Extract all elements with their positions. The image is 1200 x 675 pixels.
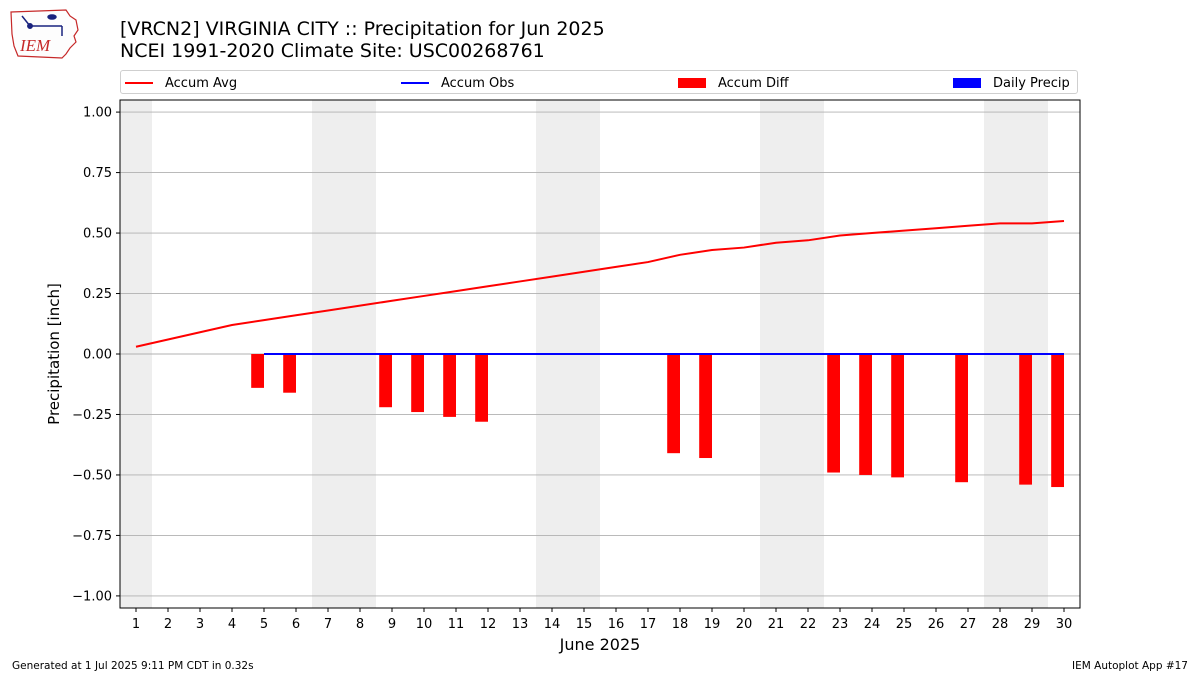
x-tick-label: 27 [960, 617, 977, 632]
legend-label-accum-avg: Accum Avg [165, 75, 238, 91]
x-tick-label: 6 [292, 617, 300, 632]
autoplot-app-id: IEM Autoplot App #17 [1072, 660, 1188, 672]
x-tick-label: 13 [512, 617, 529, 632]
x-tick-label: 25 [896, 617, 913, 632]
x-tick-label: 14 [544, 617, 561, 632]
accum-diff-bar [827, 354, 840, 473]
y-tick-label: −0.50 [72, 468, 112, 483]
legend: Accum Avg Accum Obs Accum Diff Daily Pre… [120, 70, 1078, 94]
x-tick-label: 24 [864, 617, 881, 632]
accum-diff-bar [443, 354, 456, 417]
accum-diff-bar [411, 354, 424, 413]
y-tick-label: 0.00 [83, 348, 112, 363]
logo-text: IEM [19, 36, 51, 55]
plot-frame [119, 99, 1081, 609]
y-tick-label: 0.25 [83, 287, 112, 302]
legend-swatch-accum-obs [401, 82, 429, 84]
y-tick-label: 1.00 [83, 106, 112, 121]
x-tick-label: 21 [768, 617, 785, 632]
chart-subtitle: NCEI 1991-2020 Climate Site: USC00268761 [120, 40, 545, 62]
legend-label-daily-precip: Daily Precip [993, 75, 1070, 91]
legend-swatch-accum-diff [678, 78, 706, 88]
x-tick-label: 30 [1056, 617, 1073, 632]
x-tick-label: 20 [736, 617, 753, 632]
y-tick-label: −1.00 [72, 589, 112, 604]
y-tick-label: 0.50 [83, 227, 112, 242]
x-tick-label: 7 [324, 617, 332, 632]
x-axis-label: June 2025 [559, 635, 641, 654]
legend-item-accum-diff: Accum Diff [678, 71, 789, 95]
accum-diff-bar [1051, 354, 1064, 488]
legend-item-daily-precip: Daily Precip [953, 71, 1070, 95]
x-tick-label: 4 [228, 617, 236, 632]
accum-diff-bar [891, 354, 904, 478]
accum-diff-bar [283, 354, 296, 393]
x-tick-label: 2 [164, 617, 172, 632]
x-tick-label: 22 [800, 617, 817, 632]
legend-item-accum-avg: Accum Avg [125, 71, 237, 95]
x-tick-label: 3 [196, 617, 204, 632]
weather-station-icon [21, 14, 63, 36]
x-tick-label: 10 [416, 617, 433, 632]
x-tick-label: 19 [704, 617, 721, 632]
y-tick-label: −0.25 [72, 408, 112, 423]
x-tick-label: 29 [1024, 617, 1041, 632]
accum-diff-bar [667, 354, 680, 454]
x-tick-label: 1 [132, 617, 140, 632]
y-axis-label: Precipitation [inch] [45, 283, 63, 425]
legend-label-accum-obs: Accum Obs [441, 75, 515, 91]
x-tick-label: 16 [608, 617, 625, 632]
legend-label-accum-diff: Accum Diff [718, 75, 789, 91]
x-tick-label: 15 [576, 617, 593, 632]
x-tick-label: 12 [480, 617, 497, 632]
x-tick-label: 8 [356, 617, 364, 632]
x-tick-label: 5 [260, 617, 268, 632]
accum-avg-line [135, 219, 1065, 348]
legend-item-accum-obs: Accum Obs [401, 71, 514, 95]
x-tick-label: 23 [832, 617, 849, 632]
y-tick-label: 0.75 [83, 166, 112, 181]
chart-title: [VRCN2] VIRGINIA CITY :: Precipitation f… [120, 18, 605, 40]
x-tick-label: 9 [388, 617, 396, 632]
accum-diff-bar [955, 354, 968, 483]
legend-swatch-accum-avg [125, 82, 153, 84]
x-tick-label: 17 [640, 617, 657, 632]
legend-swatch-daily-precip [953, 78, 981, 88]
x-tick-label: 28 [992, 617, 1009, 632]
accum-diff-bar [1019, 354, 1032, 485]
x-tick-label: 26 [928, 617, 945, 632]
accum-diff-bar [475, 354, 488, 422]
accum-diff-bar [251, 354, 264, 388]
x-tick-label: 11 [448, 617, 465, 632]
iem-logo: IEM [10, 9, 79, 59]
accum-diff-bar [859, 354, 872, 475]
generated-timestamp: Generated at 1 Jul 2025 9:11 PM CDT in 0… [12, 660, 254, 672]
accum-diff-bar [379, 354, 392, 408]
accum-diff-bar [699, 354, 712, 459]
x-tick-label: 18 [672, 617, 689, 632]
y-tick-label: −0.75 [72, 529, 112, 544]
